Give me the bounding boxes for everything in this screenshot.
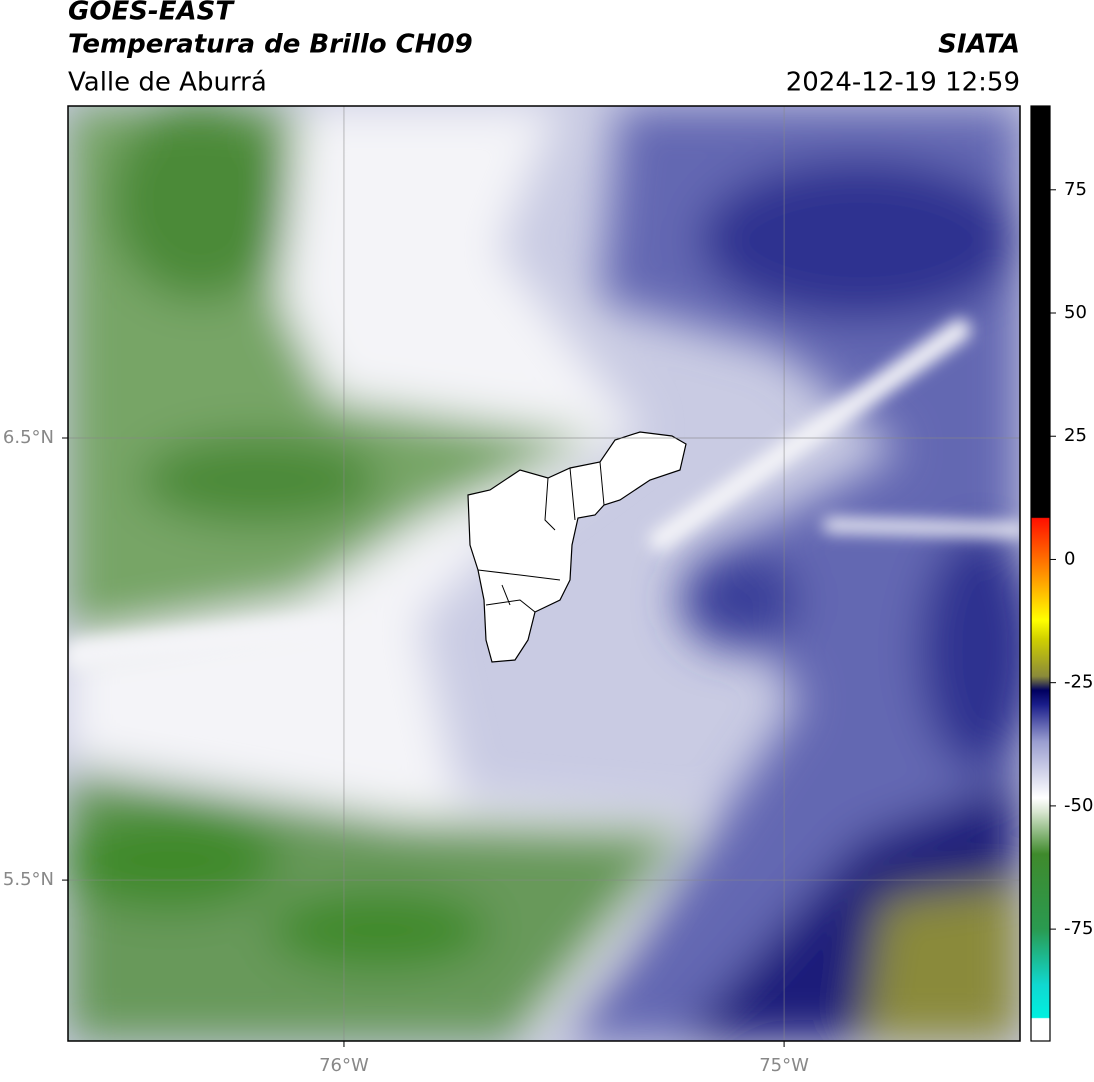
colorbar-tick-label: 75 bbox=[1064, 179, 1087, 200]
colorbar-tick-label: -50 bbox=[1064, 795, 1093, 816]
lat-tick-label: 5.5°N bbox=[3, 869, 54, 890]
lon-tick-label: 75°W bbox=[759, 1055, 809, 1076]
title: GOES-EAST bbox=[68, 0, 235, 27]
valley-outline bbox=[467, 431, 687, 663]
region: Valle de Aburrá bbox=[68, 68, 267, 98]
colorbar-tick-label: 25 bbox=[1064, 425, 1087, 446]
lon-tick-label: 76°W bbox=[319, 1055, 369, 1076]
map-frame bbox=[67, 105, 1021, 1042]
source: SIATA bbox=[938, 30, 1020, 60]
subtitle: Temperatura de Brillo CH09 bbox=[68, 30, 473, 60]
colorbar-tick-label: -75 bbox=[1064, 918, 1093, 939]
satellite-image bbox=[68, 106, 1020, 1041]
colorbar-tick-label: 0 bbox=[1064, 548, 1075, 569]
colorbar bbox=[1030, 105, 1051, 1042]
colorbar-tick-label: -25 bbox=[1064, 672, 1093, 693]
lat-tick-label: 6.5°N bbox=[3, 427, 54, 448]
timestamp: 2024-12-19 12:59 bbox=[786, 68, 1020, 98]
colorbar-tick-label: 50 bbox=[1064, 302, 1087, 323]
